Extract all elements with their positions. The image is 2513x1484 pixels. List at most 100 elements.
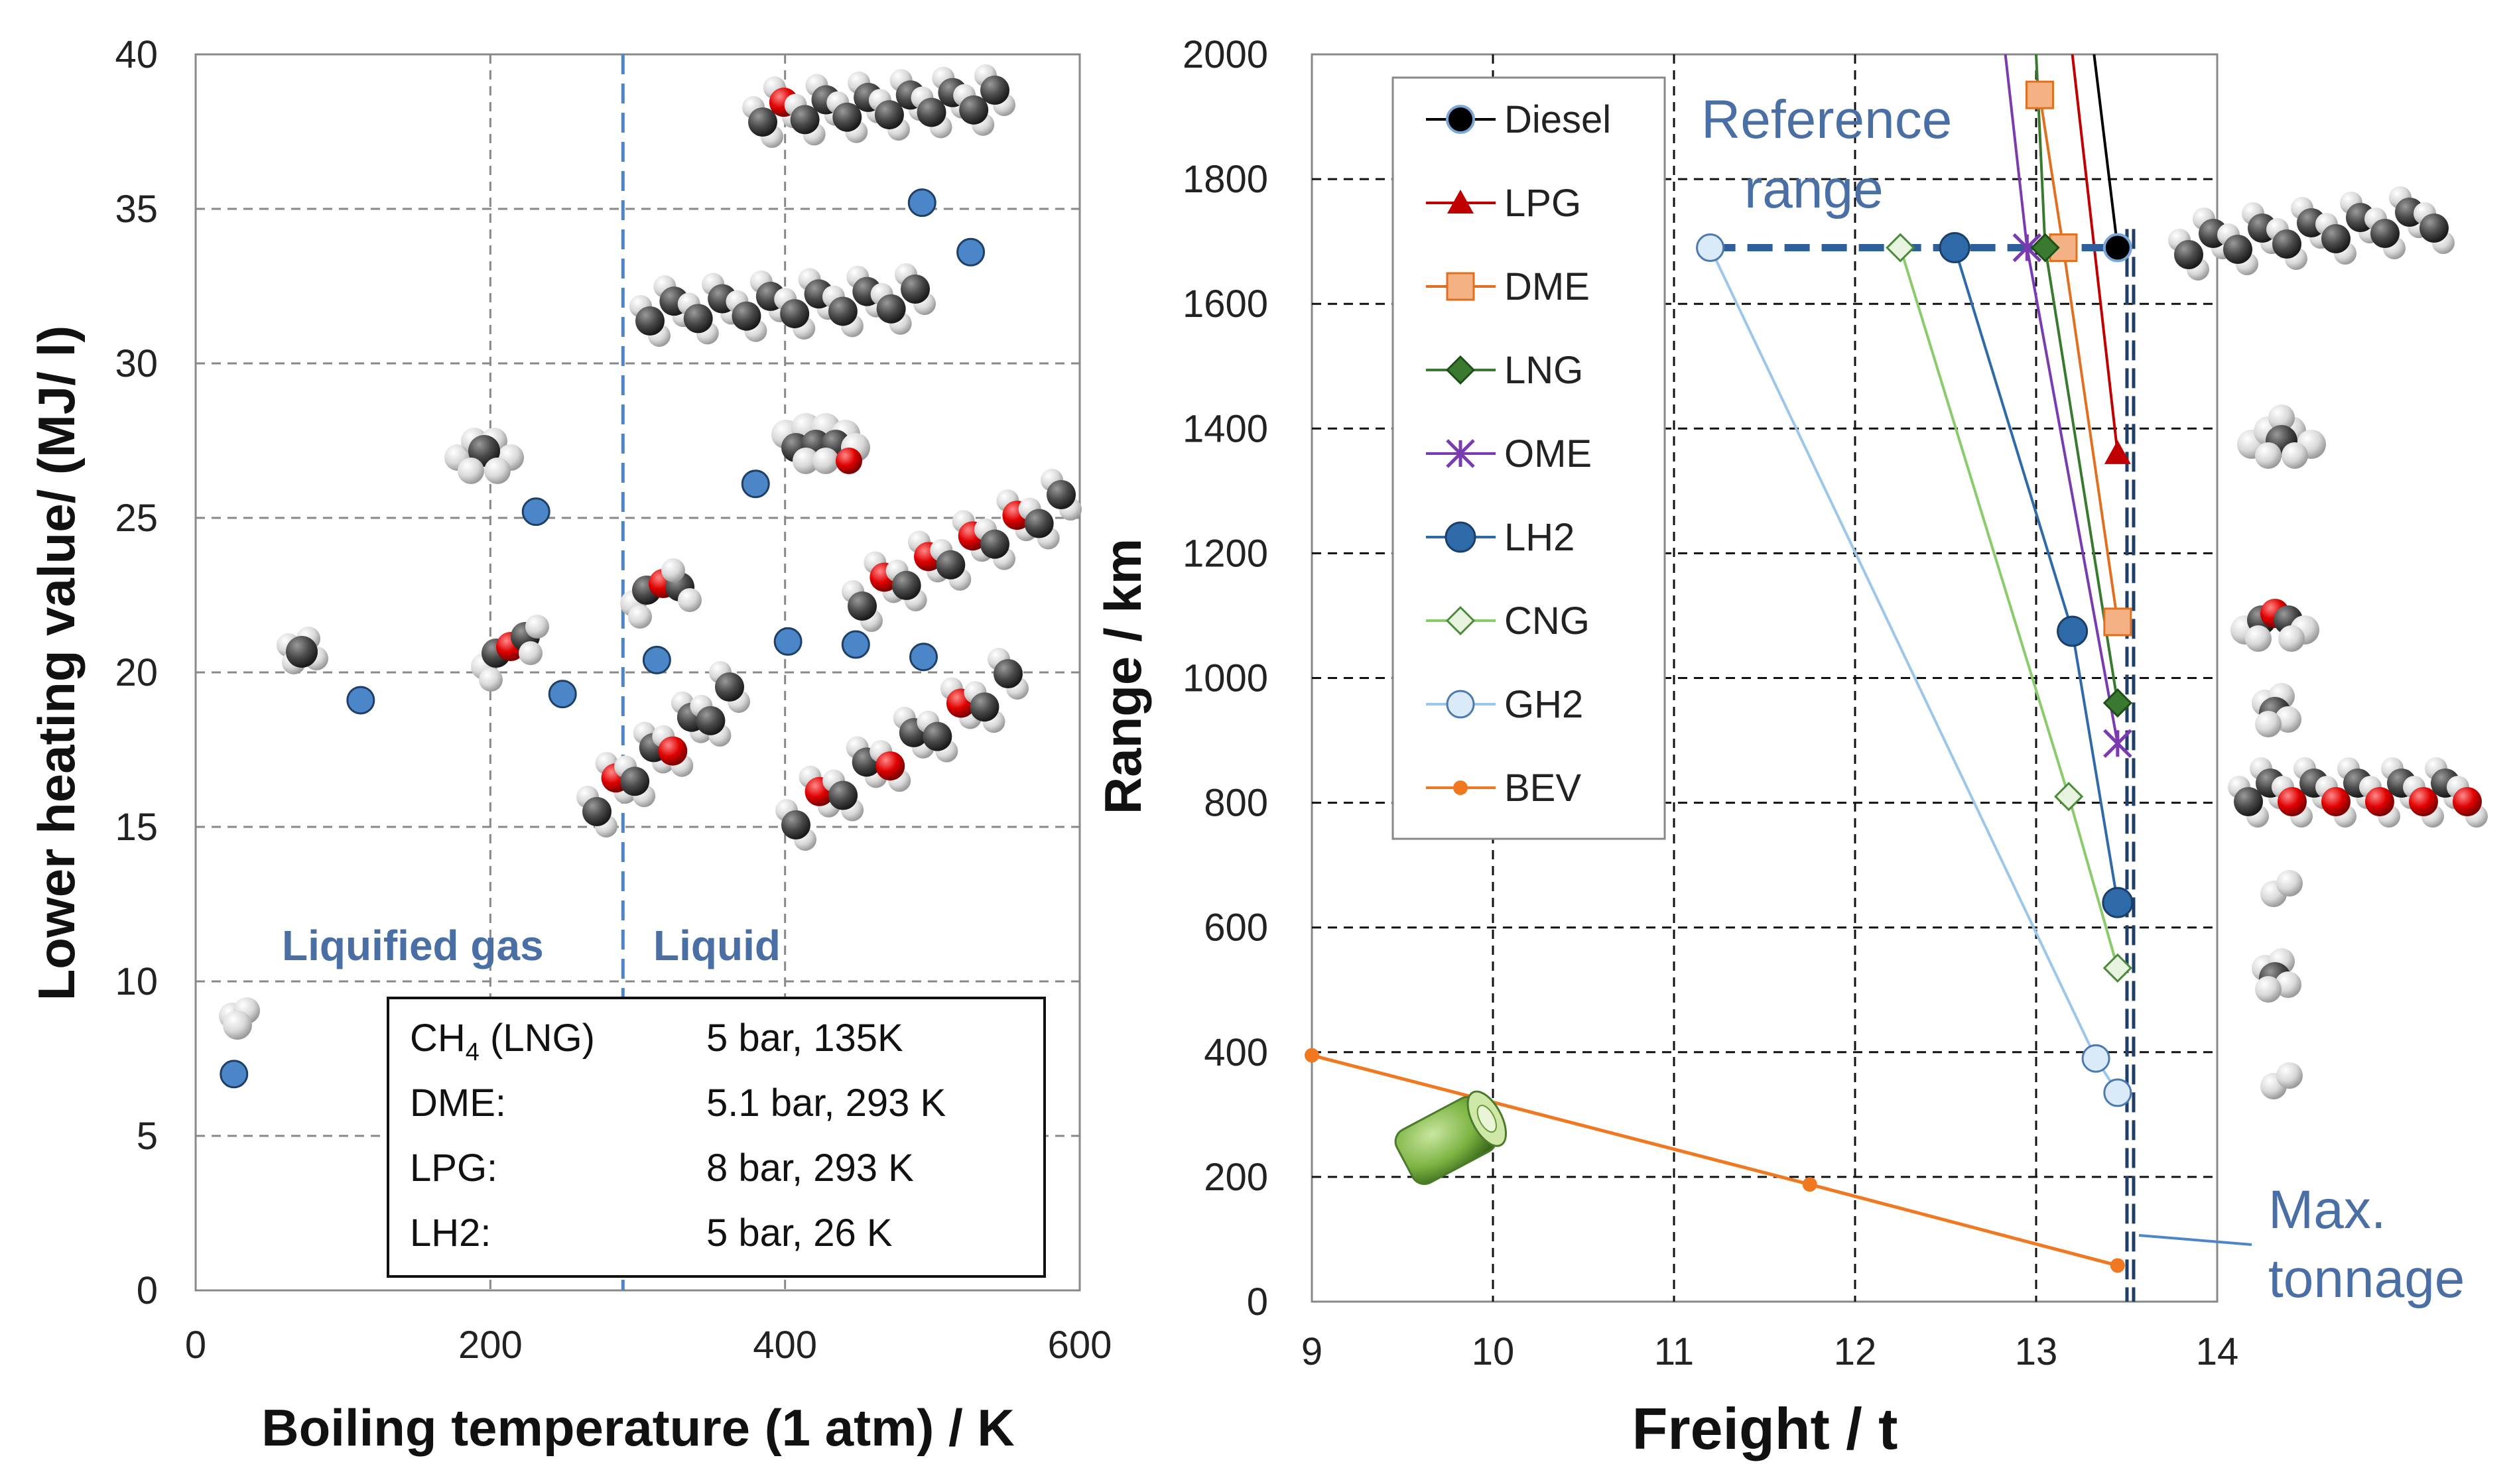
right-x-tick-label: 14 [2196,1330,2239,1373]
data-point [642,645,671,674]
legend-label-diesel: Diesel [1504,98,1611,141]
side-molecule-images [2168,186,2488,1099]
molecule-atom [683,304,713,334]
left-y-tick-labels: 0 5 10 15 20 25 30 35 40 [115,33,158,1312]
legend-label-gh2: GH2 [1504,683,1583,726]
molecule-atom [875,751,905,781]
legend-marker-ome-shape [1446,439,1475,468]
right-x-tick-label: 12 [1834,1330,1877,1373]
right-y-tick-label: 1600 [1183,282,1268,326]
data-point [548,680,577,709]
legend-marker-dme [1446,272,1475,301]
series-marker-ome [2103,729,2132,759]
left-y-tick-label: 30 [115,342,158,385]
left-data-points [220,188,986,1089]
series-marker-dme [2103,607,2132,637]
molecule-atom [582,797,612,826]
max-tonnage-label-2: tonnage [2268,1249,2465,1309]
legend-marker-gh2-shape [1446,690,1475,719]
series-marker-lh2-shape [1939,232,1970,264]
series-marker-lng-shape [2030,233,2060,263]
series-marker-lh2-shape [2102,887,2134,918]
series-marker-lng [2102,688,2132,718]
molecule-atom [748,107,777,137]
series-marker-lh2-shape [2057,615,2089,647]
data-point [841,630,870,659]
molecule-icon [2252,948,2301,1003]
molecule-atom [696,706,726,735]
molecule-atom [2223,235,2252,264]
molecule-atom [936,550,966,580]
molecule-atom [874,100,904,130]
molecule-atom [876,294,906,324]
molecule-atom [848,591,877,621]
molecule-atom [2453,787,2482,816]
series-marker-gh2-shape [2081,1044,2110,1073]
series-marker-cng-shape [2102,953,2132,983]
series-marker-dme [2025,80,2054,109]
molecule-atom [901,275,930,304]
right-x-axis-title: Freight / t [1632,1396,1898,1461]
series-marker-lh2 [2057,615,2089,647]
right-y-tick-label: 1200 [1183,532,1268,575]
molecule-icon [629,263,936,347]
molecule-atom [2276,870,2303,897]
legend-marker-diesel-shape [1446,105,1475,134]
molecule-icon [444,428,524,484]
legend-marker-bev-shape [1453,780,1468,795]
molecule-atom [458,458,484,484]
molecule-atom [2278,787,2307,816]
conditions-table-box [387,997,1046,1278]
molecule-atom [2419,214,2449,243]
molecule-icon [277,627,328,674]
legend: Diesel LPG DME LNG OME LH2 CNG GH2 BEV [1391,76,1666,840]
molecule-atom [732,301,761,331]
legend-items: Diesel LPG DME LNG OME LH2 CNG GH2 BEV [1426,98,1611,810]
data-point [220,1060,249,1089]
reference-range-label-2: range [1744,159,1884,219]
right-x-tick-label: 11 [1654,1330,1694,1373]
molecule-atom [994,659,1023,688]
molecule-icon [2228,757,2488,828]
molecule-atom [628,605,652,629]
series-marker-bev-shape [1305,1048,1319,1063]
legend-marker-bev [1453,780,1468,795]
molecule-icon [471,615,549,692]
molecule-icon [576,661,750,837]
data-point [521,497,550,526]
right-y-tick-label: 800 [1204,782,1268,825]
table-row-name: CH4 (LNG) [410,1017,595,1066]
conditions-table: CH4 (LNG) 5 bar, 135K DME: 5.1 bar, 293 … [387,997,1046,1278]
series-marker-bev-shape [2110,1258,2125,1273]
right-series-markers [1305,80,2134,1273]
molecule-atom [661,558,685,582]
molecule-atom [790,105,820,135]
legend-box [1391,76,1666,840]
legend-marker-lh2-shape [1445,521,1476,553]
legend-label-bev: BEV [1504,767,1581,810]
legend-label-cng: CNG [1504,599,1590,643]
left-x-tick-label: 0 [185,1324,206,1367]
molecule-icon [2260,870,2303,907]
molecule-atom [715,672,744,702]
series-marker-gh2 [2081,1044,2110,1073]
right-y-tick-label: 2000 [1183,33,1268,76]
series-marker-bev [1802,1177,1817,1192]
right-y-tick-label: 600 [1204,906,1268,950]
molecule-atom [2255,442,2282,469]
molecule-atom [519,641,543,665]
series-marker-dme-shape [2025,80,2054,109]
molecule-atom [2255,976,2282,1003]
table-row-condition: 5.1 bar, 293 K [706,1082,946,1125]
molecule-images [219,64,1082,1040]
molecule-icon [2237,404,2326,469]
series-marker-gh2-shape [2103,1078,2132,1107]
left-x-tick-label: 200 [458,1324,523,1367]
max-tonnage-label: Max. [2268,1180,2386,1240]
series-marker-lng-shape [2102,688,2132,718]
molecule-atom [2275,706,2301,733]
molecule-atom [1047,480,1076,509]
molecule-atom [2276,1062,2303,1089]
molecule-icon [2168,186,2455,280]
right-y-tick-label: 400 [1204,1031,1268,1074]
